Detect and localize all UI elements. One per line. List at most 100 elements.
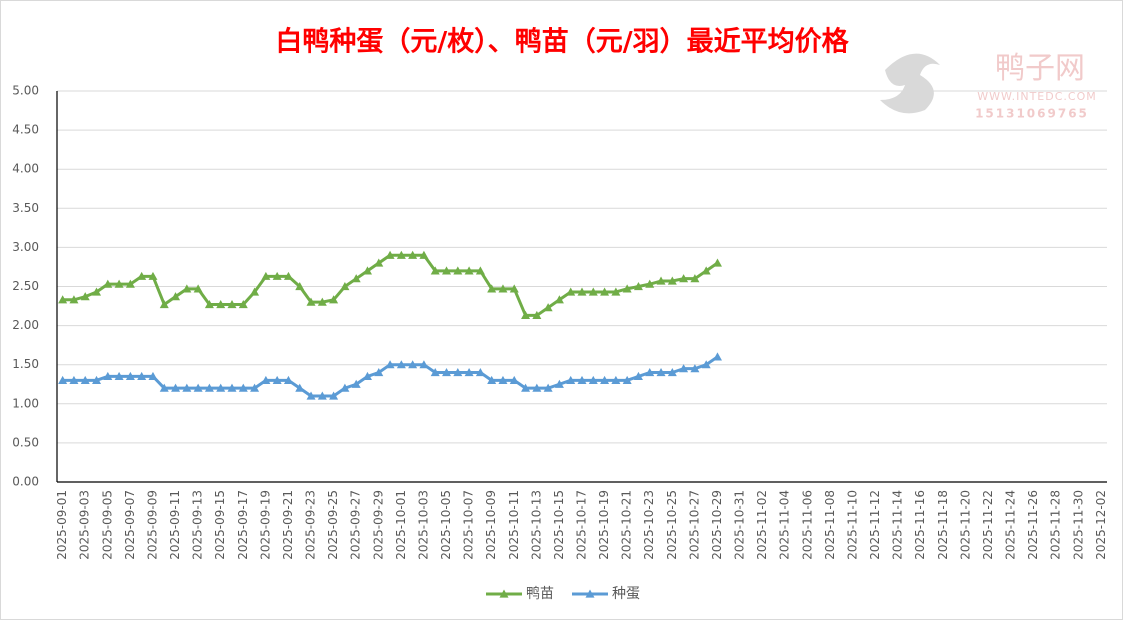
point-marker <box>464 368 474 377</box>
point-marker <box>103 371 113 381</box>
point-marker <box>633 282 643 291</box>
point-marker <box>329 391 339 400</box>
point-marker <box>577 375 587 384</box>
point-marker <box>712 258 722 267</box>
point-marker <box>238 383 248 392</box>
x-tick-label: 2025-09-27 <box>349 490 363 560</box>
watermark: 鸭子网 WWW.INTEDC.COM 15131069765 <box>880 51 1096 121</box>
point-marker <box>283 271 293 280</box>
point-marker <box>306 297 316 306</box>
x-tick-label: 2025-11-14 <box>891 490 905 560</box>
point-marker <box>69 375 79 384</box>
point-marker <box>690 364 700 373</box>
x-tick-label: 2025-09-21 <box>281 490 295 560</box>
legend-marker <box>585 589 595 598</box>
point-marker <box>679 364 689 373</box>
x-tick-label: 2025-12-02 <box>1094 490 1108 560</box>
y-tick-label: 3.50 <box>12 201 39 215</box>
point-marker <box>227 299 237 309</box>
x-tick-label: 2025-10-11 <box>507 490 521 560</box>
point-marker <box>227 383 237 392</box>
point-marker <box>238 299 248 309</box>
x-tick-label: 2025-10-19 <box>597 490 611 560</box>
x-tick-label: 2025-11-04 <box>778 490 792 560</box>
point-marker <box>487 375 497 384</box>
x-tick-label: 2025-09-25 <box>326 490 340 560</box>
point-marker <box>159 299 169 309</box>
x-tick-label: 2025-11-16 <box>913 490 927 560</box>
x-tick-label: 2025-09-07 <box>123 490 137 560</box>
point-marker <box>340 383 350 392</box>
point-marker <box>204 383 214 392</box>
point-marker <box>600 287 610 296</box>
point-marker <box>103 279 113 288</box>
y-tick-label: 4.00 <box>12 162 39 176</box>
point-marker <box>216 299 226 309</box>
point-marker <box>645 279 655 288</box>
x-tick-label: 2025-10-09 <box>484 490 498 560</box>
point-marker <box>80 375 90 384</box>
point-marker <box>272 375 282 384</box>
point-marker <box>80 292 90 301</box>
point-marker <box>329 295 339 304</box>
x-tick-label: 2025-09-19 <box>258 490 272 560</box>
point-marker <box>475 368 485 377</box>
x-tick-label: 2025-10-23 <box>642 490 656 560</box>
x-tick-label: 2025-10-29 <box>710 490 724 560</box>
x-tick-label: 2025-10-31 <box>733 490 747 560</box>
point-marker <box>137 371 147 381</box>
point-marker <box>193 383 203 392</box>
point-marker <box>272 271 282 280</box>
point-marker <box>137 271 147 280</box>
point-marker <box>396 360 406 369</box>
y-tick-label: 5.00 <box>12 84 39 98</box>
y-tick-label: 0.50 <box>12 435 39 449</box>
watermark-name: 鸭子网 <box>995 51 1085 86</box>
x-tick-label: 2025-09-29 <box>371 490 385 560</box>
point-marker <box>566 375 576 384</box>
watermark-phone: 15131069765 <box>975 107 1089 121</box>
point-marker <box>317 391 327 400</box>
point-marker <box>656 368 666 377</box>
point-marker <box>125 279 135 288</box>
x-tick-label: 2025-11-24 <box>1004 490 1018 560</box>
point-marker <box>442 266 452 275</box>
x-tick-label: 2025-11-22 <box>981 490 995 560</box>
point-marker <box>464 266 474 275</box>
legend-marker <box>499 589 509 598</box>
point-marker <box>58 295 68 304</box>
point-marker <box>261 375 271 384</box>
point-marker <box>566 287 576 296</box>
point-marker <box>362 371 372 381</box>
x-tick-label: 2025-10-03 <box>416 490 430 560</box>
point-marker <box>250 287 260 296</box>
watermark-logo <box>880 53 940 114</box>
point-marker <box>633 371 643 381</box>
x-tick-label: 2025-09-13 <box>191 490 205 560</box>
point-marker <box>396 250 406 259</box>
point-marker <box>521 383 531 392</box>
point-marker <box>351 379 361 388</box>
point-marker <box>453 266 463 275</box>
point-marker <box>114 279 124 288</box>
point-marker <box>498 375 508 384</box>
point-marker <box>430 266 440 275</box>
x-tick-label: 2025-11-06 <box>800 490 814 560</box>
point-marker <box>295 383 305 392</box>
x-tick-label: 2025-10-05 <box>439 490 453 560</box>
point-marker <box>521 310 531 320</box>
y-tick-label: 3.00 <box>12 240 39 254</box>
x-tick-label: 2025-09-23 <box>304 490 318 560</box>
x-tick-label: 2025-10-01 <box>394 490 408 560</box>
point-marker <box>667 368 677 377</box>
point-marker <box>159 383 169 392</box>
x-tick-label: 2025-11-18 <box>936 490 950 560</box>
x-tick-label: 2025-10-27 <box>687 490 701 560</box>
x-tick-label: 2025-09-09 <box>145 490 159 560</box>
point-marker <box>611 287 621 296</box>
x-tick-label: 2025-09-03 <box>78 490 92 560</box>
point-marker <box>385 250 395 259</box>
y-tick-label: 4.50 <box>12 123 39 137</box>
